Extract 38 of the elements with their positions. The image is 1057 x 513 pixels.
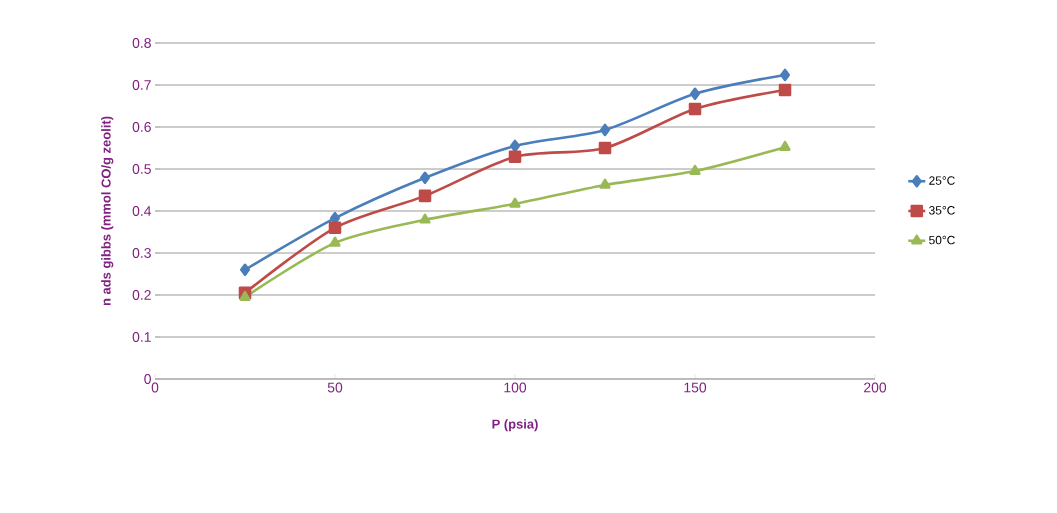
x-tick-label: 150 [684, 382, 707, 393]
y-tick-label: 0.5 [132, 164, 151, 174]
x-tick-label: 100 [504, 382, 527, 393]
point [418, 189, 432, 203]
y-tick-label: 0.6 [132, 122, 151, 132]
point [688, 102, 702, 116]
x-tick-label: 0 [151, 382, 159, 393]
y-tick-label: 0.2 [132, 290, 151, 300]
y-tick-label: 0.8 [132, 38, 151, 48]
point [779, 68, 791, 82]
point [778, 83, 792, 97]
legend-label: 50°C [929, 235, 955, 245]
y-tick-label: 0.3 [132, 248, 151, 258]
legend-label: 25°C [929, 176, 955, 185]
point [239, 263, 251, 277]
y-tick-label: 0 [144, 374, 151, 384]
y-axis-title: n ads gibbs (mmol CO/g zeolit) [101, 116, 114, 306]
x-tick-label: 200 [864, 382, 887, 393]
point [689, 164, 701, 175]
point [779, 140, 791, 151]
point [419, 213, 431, 224]
point [328, 221, 342, 235]
point [509, 139, 521, 153]
point [599, 178, 611, 189]
point [239, 290, 251, 301]
point [689, 87, 701, 101]
point [329, 236, 341, 247]
point [598, 141, 612, 155]
x-axis-title: P (psia) [492, 419, 538, 432]
point [508, 150, 522, 164]
point [509, 197, 521, 208]
y-tick-label: 0.4 [132, 206, 152, 216]
legend-label: 35°C [929, 206, 955, 215]
y-tick-label: 0.1 [132, 332, 151, 342]
x-tick-label: 50 [327, 382, 343, 393]
y-tick-label: 0.7 [132, 80, 151, 90]
point [419, 171, 431, 185]
point [599, 123, 611, 137]
